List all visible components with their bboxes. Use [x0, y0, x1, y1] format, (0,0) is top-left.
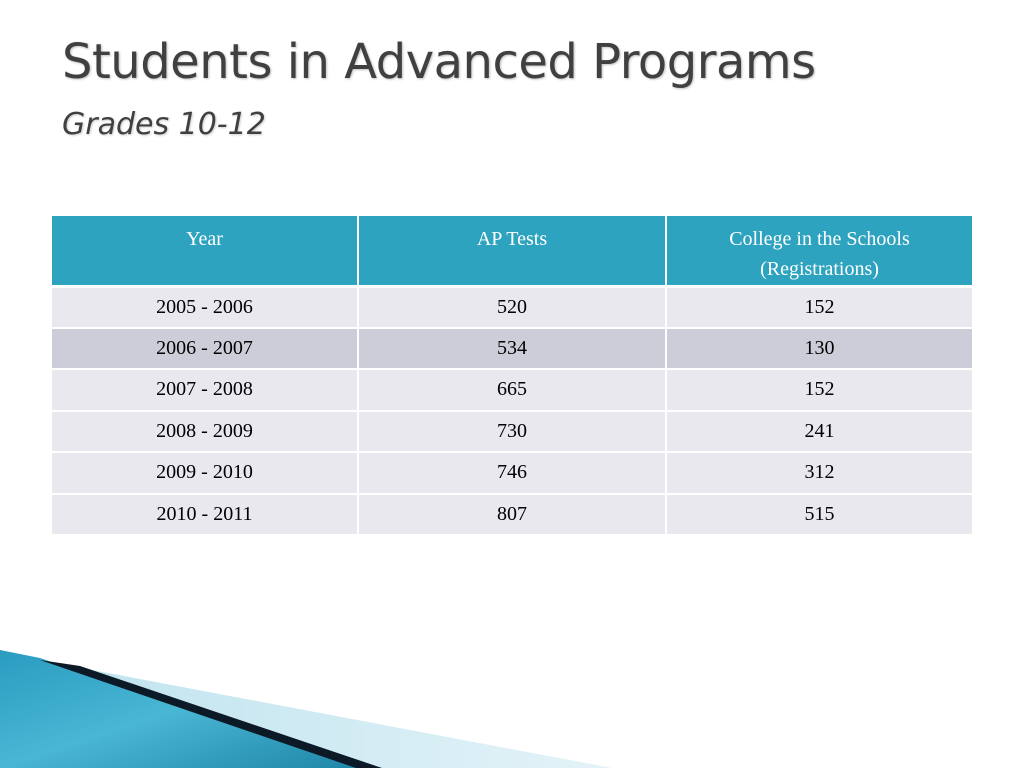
- cell-year: 2010 - 2011: [52, 493, 359, 536]
- cell-college-in-schools: 312: [666, 452, 972, 495]
- table-row: 2010 - 2011 807 515: [52, 493, 972, 536]
- table-header-row: Year AP Tests College in the Schools (Re…: [52, 216, 972, 288]
- cell-college-in-schools: 130: [666, 327, 972, 370]
- header-year: Year: [52, 216, 359, 288]
- table-row: 2008 - 2009 730 241: [52, 410, 972, 453]
- cell-year: 2009 - 2010: [52, 452, 359, 495]
- programs-table: Year AP Tests College in the Schools (Re…: [52, 216, 972, 536]
- cell-college-in-schools: 152: [666, 369, 972, 412]
- table-row: 2006 - 2007 534 130: [52, 327, 972, 370]
- cell-year: 2005 - 2006: [52, 286, 359, 329]
- cell-ap-tests: 520: [358, 286, 667, 329]
- cell-college-in-schools: 241: [666, 410, 972, 453]
- cell-year: 2007 - 2008: [52, 369, 359, 412]
- table-row: 2007 - 2008 665 152: [52, 369, 972, 412]
- header-ap-tests: AP Tests: [358, 216, 667, 288]
- cell-ap-tests: 665: [358, 369, 667, 412]
- cell-year: 2006 - 2007: [52, 327, 359, 370]
- table-row: 2005 - 2006 520 152: [52, 286, 972, 329]
- table-row: 2009 - 2010 746 312: [52, 452, 972, 495]
- decor-dark-stroke: [40, 660, 382, 768]
- cell-ap-tests: 534: [358, 327, 667, 370]
- cell-college-in-schools: 152: [666, 286, 972, 329]
- cell-ap-tests: 746: [358, 452, 667, 495]
- cell-year: 2008 - 2009: [52, 410, 359, 453]
- header-college-in-schools: College in the Schools (Registrations): [666, 216, 972, 288]
- slide-title: Students in Advanced Programs: [62, 34, 816, 90]
- cell-college-in-schools: 515: [666, 493, 972, 536]
- decor-teal-wave: [0, 650, 360, 768]
- slide-subtitle: Grades 10-12: [62, 107, 266, 142]
- cell-ap-tests: 807: [358, 493, 667, 536]
- cell-ap-tests: 730: [358, 410, 667, 453]
- decor-pale-band: [60, 664, 612, 768]
